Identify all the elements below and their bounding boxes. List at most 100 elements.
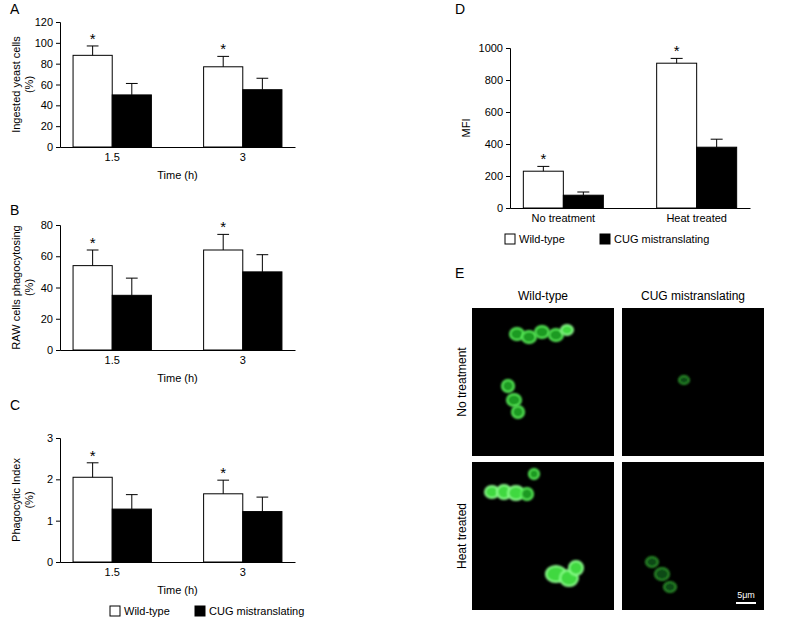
fluorescent-cell [679, 376, 689, 384]
error-bar [87, 463, 99, 477]
error-cap [126, 83, 138, 84]
error-cap [126, 494, 138, 495]
tick-mark [56, 438, 60, 439]
significance-marker: * [90, 30, 96, 47]
error-line [131, 278, 132, 295]
error-line [92, 463, 93, 477]
error-bar [87, 250, 99, 266]
tick-mark [506, 176, 510, 177]
error-bar [711, 139, 723, 147]
panel-letter: C [10, 397, 20, 413]
tick-mark [506, 48, 510, 49]
tick-label: 3 [240, 151, 246, 163]
plot-area [523, 58, 736, 208]
y-tick: 100 [35, 37, 60, 49]
micrograph [472, 308, 614, 456]
tick-label: 40 [41, 99, 53, 111]
error-line [92, 46, 93, 55]
x-tick: Heat treated [666, 212, 727, 224]
panel-letter: D [455, 1, 465, 17]
tick-label: 0 [47, 556, 53, 568]
scale-bar [736, 602, 756, 604]
tick-label: No treatment [532, 212, 596, 224]
bar [112, 509, 151, 562]
tick-mark [56, 479, 60, 480]
tick-label: 600 [485, 106, 503, 118]
significance-marker: * [90, 447, 96, 464]
y-tick: 0 [47, 556, 60, 568]
significance-marker: * [220, 40, 226, 57]
bar [243, 90, 282, 147]
error-bar [217, 480, 229, 494]
error-cap [256, 254, 268, 255]
legend-label: Wild-type [124, 605, 170, 617]
x-tick: 3 [240, 566, 246, 578]
tick-mark [56, 85, 60, 86]
legend-swatch [505, 234, 515, 244]
bar [243, 272, 282, 350]
tick-mark [506, 80, 510, 81]
tick-label: 20 [41, 120, 53, 132]
tick-label: 2 [47, 473, 53, 485]
x-tick: 3 [240, 354, 246, 366]
error-line [223, 56, 224, 66]
tick-mark [56, 126, 60, 127]
tick-mark [56, 225, 60, 226]
tick-mark [56, 521, 60, 522]
tick-label: 80 [41, 58, 53, 70]
bar [563, 195, 603, 208]
image-background [622, 308, 764, 456]
plot-area [73, 46, 282, 147]
tick-label: 20 [41, 313, 53, 325]
bar [204, 250, 243, 350]
y-tick: 20 [41, 120, 60, 132]
tick-label: 1.5 [105, 151, 120, 163]
error-line [223, 480, 224, 494]
x-tick: No treatment [532, 212, 596, 224]
tick-label: 60 [41, 250, 53, 262]
tick-label: 1.5 [105, 354, 120, 366]
significance-marker: * [220, 218, 226, 235]
micrograph [622, 308, 764, 456]
y-tick: 1 [47, 515, 60, 527]
y-tick: 40 [41, 99, 60, 111]
y-axis-title: MFI [460, 119, 472, 138]
tick-label: 40 [41, 282, 53, 294]
error-bar [126, 83, 138, 94]
x-axis-title: Time (h) [157, 372, 198, 384]
bar [73, 266, 112, 350]
bar [204, 67, 243, 147]
tick-mark [506, 112, 510, 113]
row-label: No treatment [455, 347, 469, 417]
x-tick: 1.5 [105, 151, 120, 163]
y-tick: 400 [485, 138, 510, 150]
bar [204, 494, 243, 562]
legend-swatch [195, 606, 205, 616]
image-background [622, 462, 764, 610]
axis-line [56, 439, 61, 563]
tick-mark [56, 256, 60, 257]
legend-label: CUG mistranslating [614, 233, 709, 245]
y-axis-title: Phagocytic Index [10, 458, 22, 542]
error-cap [256, 78, 268, 79]
tick-mark [56, 562, 60, 563]
y-tick: 40 [41, 282, 60, 294]
y-axis-title: RAW cells phagocytosing [10, 225, 22, 349]
tick-mark [56, 105, 60, 106]
fluorescent-cell [569, 561, 583, 575]
tick-label: 200 [485, 170, 503, 182]
error-bar [256, 497, 268, 511]
micrograph-panel: EWild-typeCUG mistranslatingNo treatment… [455, 265, 764, 610]
y-tick: 800 [485, 74, 510, 86]
fluorescent-cell [664, 582, 676, 592]
x-tick: 3 [240, 151, 246, 163]
error-line [262, 497, 263, 511]
error-line [131, 83, 132, 94]
tick-label: Heat treated [666, 212, 727, 224]
fluorescent-cell [522, 331, 536, 343]
fluorescent-cell [512, 406, 524, 418]
bar [523, 171, 563, 208]
tick-label: 1000 [479, 42, 503, 54]
axis-line [61, 562, 296, 563]
error-line [262, 255, 263, 272]
